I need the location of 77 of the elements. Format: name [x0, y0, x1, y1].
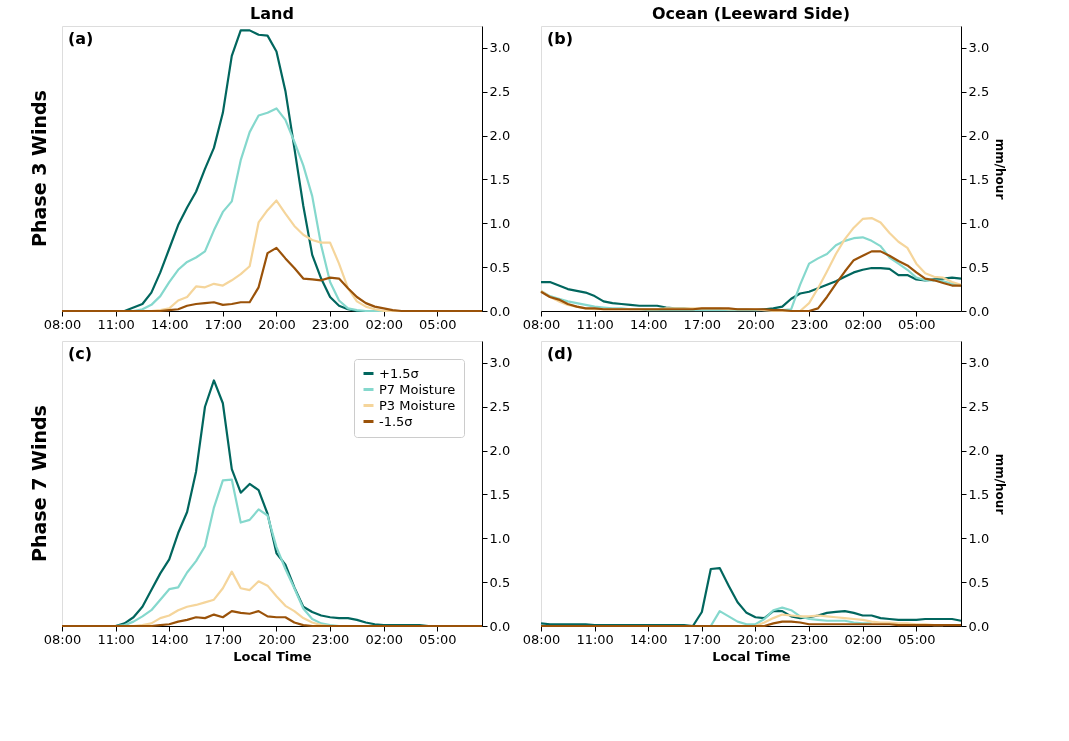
y-axis-title: mm/hour	[993, 138, 1008, 200]
annotation: (d)	[547, 344, 574, 363]
legend-label: -1.5σ	[379, 413, 413, 429]
x-tick-label: 17:00	[204, 316, 243, 332]
y-tick-label: 2.0	[968, 128, 990, 144]
text: Phase 3 Winds	[28, 90, 50, 247]
x-axis-title: Local Time	[712, 648, 791, 664]
y-tick-label: 2.5	[489, 84, 511, 100]
x-tick-label: 05:00	[419, 631, 457, 647]
y-tick-label: 0.0	[968, 303, 990, 319]
x-tick-label: 20:00	[737, 631, 775, 647]
y-tick-label: 2.5	[968, 399, 990, 415]
y-tick-label: 2.0	[489, 443, 511, 459]
x-tick-label: 23:00	[311, 316, 350, 332]
y-tick-label: 1.0	[489, 530, 511, 546]
y-tick-label: 0.0	[968, 618, 990, 634]
x-tick-label: 20:00	[258, 316, 296, 332]
x-tick-label: 14:00	[630, 631, 668, 647]
x-tick-label: 14:00	[630, 316, 668, 332]
y-tick-label: 3.0	[489, 355, 511, 371]
x-tick-label: 20:00	[258, 631, 296, 647]
x-tick-label: 14:00	[151, 631, 189, 647]
x-tick-label: 02:00	[844, 631, 882, 647]
y-tick-label: 0.0	[489, 303, 511, 319]
legend-label: P3 Moisture	[379, 397, 456, 413]
chart-title: Ocean (Leeward Side)	[651, 4, 851, 23]
x-tick-label: 23:00	[790, 631, 829, 647]
x-tick-label: 05:00	[419, 316, 457, 332]
line-series	[709, 606, 873, 628]
chart-title: Land	[250, 4, 294, 23]
x-tick-label: 11:00	[576, 631, 614, 647]
x-tick-label: 05:00	[898, 316, 936, 332]
y-tick-label: 1.5	[489, 486, 511, 502]
x-tick-label: 08:00	[522, 316, 561, 332]
y-tick-label: 1.0	[968, 215, 990, 231]
y-tick-label: 1.5	[968, 486, 990, 502]
text: Phase 7 Winds	[28, 405, 50, 562]
y-tick-label: 1.0	[968, 530, 990, 546]
y-tick-label: 3.0	[968, 40, 990, 56]
x-tick-label: 11:00	[97, 316, 135, 332]
x-tick-label: 17:00	[204, 631, 243, 647]
x-axis-title: Local Time	[233, 648, 312, 664]
y-tick-label: 0.5	[489, 574, 511, 590]
y-tick-label: 2.0	[489, 128, 511, 144]
legend-label: +1.5σ	[379, 365, 419, 381]
y-axis-title: mm/hour	[993, 453, 1008, 515]
y-tick-label: 3.0	[968, 355, 990, 371]
x-tick-label: 23:00	[790, 316, 829, 332]
y-tick-label: 0.5	[489, 259, 511, 275]
x-tick-label: 08:00	[522, 631, 561, 647]
x-tick-label: 02:00	[844, 316, 882, 332]
x-tick-label: 08:00	[43, 316, 82, 332]
y-tick-label: 2.0	[968, 443, 990, 459]
legend-label: P7 Moisture	[379, 381, 456, 397]
y-tick-label: 2.5	[968, 84, 990, 100]
x-tick-label: 05:00	[898, 631, 936, 647]
y-tick-label: 0.0	[489, 618, 511, 634]
y-tick-label: 1.5	[489, 171, 511, 187]
x-tick-label: 17:00	[683, 631, 722, 647]
y-tick-label: 0.5	[968, 574, 990, 590]
x-tick-label: 11:00	[97, 631, 135, 647]
x-tick-label: 23:00	[311, 631, 350, 647]
y-tick-label: 2.5	[489, 399, 511, 415]
x-tick-label: 20:00	[737, 316, 775, 332]
annotation: (b)	[547, 29, 574, 48]
y-tick-label: 3.0	[489, 40, 511, 56]
x-tick-label: 17:00	[683, 316, 722, 332]
annotation: (c)	[68, 344, 93, 363]
x-tick-label: 11:00	[576, 316, 614, 332]
y-tick-label: 1.5	[968, 171, 990, 187]
y-tick-label: 0.5	[968, 259, 990, 275]
x-tick-label: 02:00	[365, 631, 403, 647]
x-tick-label: 14:00	[151, 316, 189, 332]
annotation: (a)	[68, 29, 94, 48]
x-tick-label: 02:00	[365, 316, 403, 332]
x-tick-label: 08:00	[43, 631, 82, 647]
y-tick-label: 1.0	[489, 215, 511, 231]
